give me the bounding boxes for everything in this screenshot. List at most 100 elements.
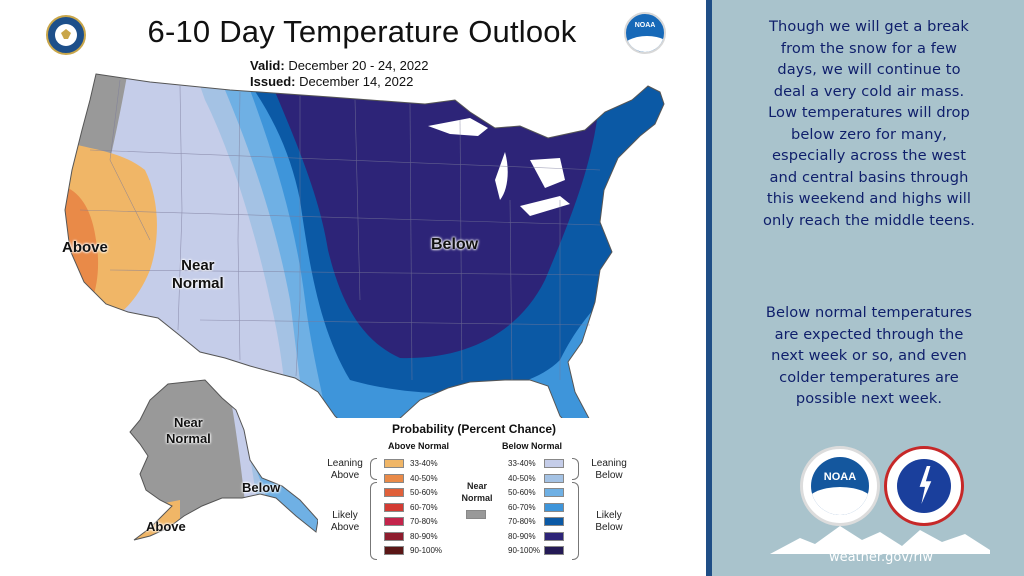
noaa-emblem-icon: NOAA xyxy=(800,446,880,526)
legend-near-line1: Near xyxy=(466,481,487,491)
legend-above-row-label: 40-50% xyxy=(410,473,438,483)
legend-below-row-label: 40-50% xyxy=(508,473,536,483)
noaa-logo-text: NOAA xyxy=(634,22,656,29)
legend-likely-below: Likely Below xyxy=(584,510,634,534)
legend-above-row-swatch xyxy=(384,488,404,497)
legend-near-normal-swatch xyxy=(466,510,486,519)
legend-below-row-swatch xyxy=(544,502,564,512)
discussion-paragraph-1-line: deal a very cold air mass. xyxy=(773,82,965,100)
label-near-line1: Near xyxy=(181,257,215,274)
legend-below-header: Below Normal xyxy=(502,441,563,451)
discussion-paragraph-1-line: from the snow for a few xyxy=(780,39,958,57)
legend-below-row-swatch xyxy=(544,531,564,541)
legend-above-row-swatch xyxy=(384,517,404,526)
valid-dates: Valid: December 20 - 24, 2022 xyxy=(250,58,429,73)
website-url: weather.gov/riw xyxy=(828,550,934,565)
label-above: Above xyxy=(62,239,108,256)
nws-emblem-icon xyxy=(884,446,964,526)
commerce-seal-icon xyxy=(46,15,86,55)
legend-leaning-below-1: Leaning xyxy=(591,458,627,469)
legend-above-row-label: 80-90% xyxy=(410,531,438,541)
legend-above-row-swatch xyxy=(384,502,404,512)
legend-above-row-label: 60-70% xyxy=(410,502,438,512)
lake-erie xyxy=(520,196,570,216)
legend-near-line2: Normal xyxy=(461,493,493,503)
legend-likely-below-2: Below xyxy=(595,522,623,533)
legend-above-row-label: 70-80% xyxy=(410,517,438,526)
label-ak-near-line1: Near xyxy=(173,415,203,430)
discussion-paragraph-1-line: only reach the middle teens. xyxy=(762,211,976,229)
discussion-paragraph-2-line: possible next week. xyxy=(795,390,943,407)
legend-below-row-label: 50-60% xyxy=(508,488,536,497)
legend-above-row-swatch xyxy=(384,473,404,483)
label-near-line2: Normal xyxy=(172,275,224,292)
legend-leaning-above-1: Leaning xyxy=(327,458,363,469)
legend-brace-leaning-above xyxy=(370,458,377,480)
legend-leaning-below: Leaning Below xyxy=(584,458,634,482)
discussion-paragraph-1: Though we will get a break from the snow … xyxy=(720,16,1018,231)
side-divider xyxy=(706,0,714,576)
legend-leaning-above: Leaning Above xyxy=(322,458,368,482)
legend-above-row-swatch xyxy=(384,531,404,541)
legend-below-row-swatch xyxy=(544,488,564,497)
legend-below-row-label: 70-80% xyxy=(508,517,536,526)
legend-likely-above-2: Above xyxy=(330,522,360,533)
discussion-paragraph-1-line: especially across the west xyxy=(771,147,967,164)
discussion-paragraph-2-line: next week or so, and even xyxy=(771,347,967,364)
label-alaska-near-normal: Near Normal xyxy=(166,415,211,447)
discussion-paragraph-2-line: Below normal temperatures xyxy=(765,304,973,321)
alaska-outline xyxy=(129,379,319,541)
discussion-paragraph-1-line: this weekend and highs will xyxy=(766,190,972,207)
discussion-paragraph-1-line: Low temperatures will drop xyxy=(768,104,970,121)
legend-below-row-swatch xyxy=(544,517,564,526)
legend-above-row-swatch xyxy=(384,459,404,468)
legend-above-header: Above Normal xyxy=(388,441,450,451)
label-below: Below xyxy=(431,236,479,253)
legend-below-row-label: 90-100% xyxy=(508,546,541,555)
issued-label: Issued: xyxy=(250,74,296,89)
legend-brace-leaning-below xyxy=(572,458,579,480)
legend-likely-above: Likely Above xyxy=(322,510,368,534)
outlook-map-panel: 6-10 Day Temperature Outlook Valid: Dece… xyxy=(46,12,666,570)
legend-below-row-swatch xyxy=(544,459,564,468)
issued-value: December 14, 2022 xyxy=(299,74,414,89)
legend-title: Probability (Percent Chance) xyxy=(392,422,557,436)
agency-logos: NOAA xyxy=(800,446,970,546)
discussion-paragraph-1-line: days, we will continue to xyxy=(777,61,961,78)
legend-below-row-label: 60-70% xyxy=(508,502,536,512)
legend-below-row-swatch xyxy=(544,546,564,555)
legend-below-row-label: 80-90% xyxy=(508,531,536,541)
probability-legend: Probability (Percent Chance) Above Norma… xyxy=(318,418,648,570)
legend-leaning-above-2: Above xyxy=(330,470,360,481)
lake-michigan xyxy=(495,152,508,200)
legend-likely-below-1: Likely xyxy=(596,510,622,521)
legend-brace-likely-below xyxy=(572,482,579,560)
discussion-paragraph-2-line: colder temperatures are xyxy=(779,368,959,386)
valid-label: Valid: xyxy=(250,58,285,73)
legend-leaning-below-2: Below xyxy=(595,470,623,481)
lake-huron xyxy=(530,158,565,188)
state-borders xyxy=(79,79,601,381)
discussion-paragraph-1-line: Though we will get a break xyxy=(769,18,969,35)
label-near-normal: Near Normal xyxy=(172,257,224,293)
discussion-paragraph-1-line: below zero for many, xyxy=(790,125,948,143)
label-alaska-above: Above xyxy=(146,519,186,534)
noaa-emblem-text: NOAA xyxy=(823,471,857,483)
valid-value: December 20 - 24, 2022 xyxy=(288,58,429,73)
label-alaska-below: Below xyxy=(242,480,281,495)
issued-date: Issued: December 14, 2022 xyxy=(250,74,413,89)
discussion-paragraph-2: Below normal temperatures are expected th… xyxy=(720,302,1018,410)
legend-near-normal: Near Normal xyxy=(456,480,498,504)
legend-above-row-swatch xyxy=(384,546,404,555)
legend-likely-above-1: Likely xyxy=(332,510,358,521)
legend-above-row-label: 50-60% xyxy=(410,488,438,497)
lake-superior xyxy=(428,118,488,136)
discussion-paragraph-2-line: are expected through the xyxy=(774,325,964,343)
page-title: 6-10 Day Temperature Outlook xyxy=(147,14,577,49)
discussion-paragraph-1-line: and central basins through xyxy=(769,168,969,186)
legend-below-row-swatch xyxy=(544,473,564,483)
legend-brace-likely-above xyxy=(370,482,377,560)
mountains-icon xyxy=(770,526,990,554)
legend-above-row-label: 90-100% xyxy=(410,546,443,555)
legend-below-row-label: 33-40% xyxy=(508,459,536,468)
